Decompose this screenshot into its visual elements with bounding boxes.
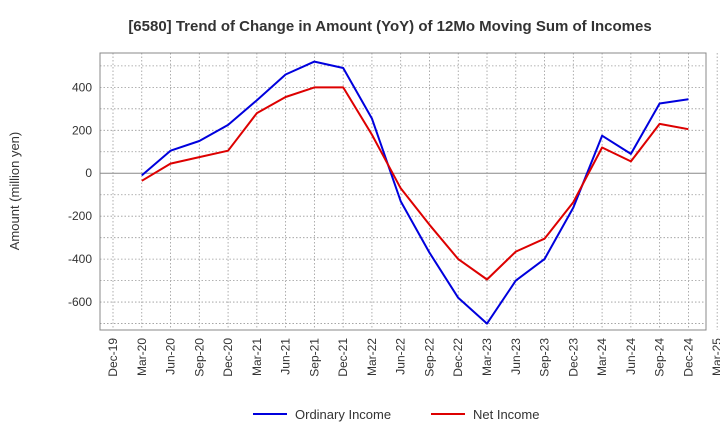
series-line-ordinary-income [141,60,689,325]
x-tick-label: Sep-23 [538,338,552,377]
grid [100,53,718,330]
x-tick-label: Jun-22 [394,338,408,375]
x-tick-label: Jun-20 [164,338,178,375]
x-tick-label: Jun-23 [509,338,523,375]
x-tick-label: Dec-21 [336,338,350,377]
x-tick-label: Mar-21 [250,338,264,376]
x-tick-label: Mar-23 [480,338,494,376]
x-tick-label: Mar-25 [710,338,720,376]
plot-frame [99,52,707,331]
x-tick-label: Dec-22 [451,338,465,377]
y-tick-label: -400 [68,252,92,266]
x-tick-label: Jun-21 [279,338,293,375]
x-tick-label: Mar-24 [595,338,609,376]
y-ticks: 400 200 0 -200 -400 -600 [68,80,92,309]
x-tick-label: Dec-19 [106,338,120,377]
x-tick-label: Dec-24 [681,338,695,377]
chart-title: [6580] Trend of Change in Amount (YoY) o… [128,18,651,35]
y-tick-label: 400 [72,80,92,94]
y-tick-label: -600 [68,295,92,309]
x-tick-label: Dec-23 [566,338,580,377]
x-ticks: Dec-19 Mar-20 Jun-20 Sep-20 Dec-20 Mar-21 Jun-… [106,338,720,377]
y-tick-label: -200 [68,209,92,223]
x-tick-label: Sep-20 [192,338,206,377]
x-tick-label: Dec-20 [221,338,235,377]
series [141,60,689,325]
series-line-net-income [141,86,689,281]
y-tick-label: 0 [85,166,92,180]
legend-label-ordinary-income: Ordinary Income [295,407,391,422]
x-tick-label: Sep-22 [422,338,436,377]
x-tick-label: Jun-24 [624,338,638,375]
x-tick-label: Mar-22 [365,338,379,376]
x-tick-label: Sep-24 [653,338,667,377]
legend: Ordinary Income Net Income [253,407,539,422]
x-tick-label: Mar-20 [135,338,149,376]
y-axis-title: Amount (million yen) [7,132,22,251]
legend-label-net-income: Net Income [473,407,539,422]
y-tick-label: 200 [72,123,92,137]
x-tick-label: Sep-21 [307,338,321,377]
